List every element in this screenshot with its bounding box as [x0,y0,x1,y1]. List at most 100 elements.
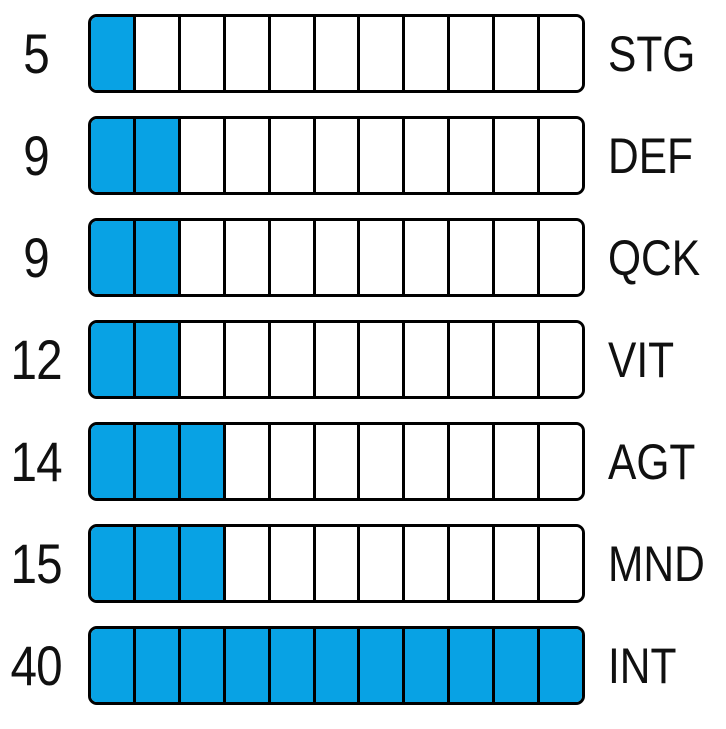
stat-segment-empty [405,119,451,192]
stat-value-text: 14 [10,429,62,493]
stat-segment-filled [91,629,136,702]
stat-segment-empty [315,425,361,498]
stat-segment-filled [91,221,136,294]
stat-segment-empty [180,17,226,90]
stat-segment-empty [495,425,541,498]
stat-segment-empty [270,17,316,90]
stat-segment-empty [495,221,541,294]
stat-row: 14 AGT [0,422,726,501]
stat-segment-filled [450,629,496,702]
stat-segment-empty [180,221,226,294]
stat-value: 12 [0,320,72,399]
stat-label: QCK [608,218,716,297]
stat-segment-empty [270,119,316,192]
stat-value-text: 9 [23,123,49,187]
stat-value-text: 15 [10,531,62,595]
stat-segment-empty [360,323,406,396]
stat-segment-filled [91,17,136,90]
stat-value-text: 12 [10,327,62,391]
stat-segment-empty [225,323,271,396]
stat-segment-empty [180,323,226,396]
stat-label-text: STG [608,25,696,82]
stat-segment-empty [360,425,406,498]
stat-segment-filled [495,629,541,702]
stat-segment-empty [360,527,406,600]
stat-segment-filled [91,527,136,600]
stat-segment-filled [540,629,582,702]
stat-row: 15 MND [0,524,726,603]
stat-segment-filled [135,221,181,294]
stat-label-text: INT [608,637,677,694]
stat-label-text: QCK [608,229,701,286]
stat-segment-empty [180,119,226,192]
stat-segment-empty [495,527,541,600]
stat-segment-empty [540,119,582,192]
stat-segment-filled [315,629,361,702]
stat-segment-empty [225,17,271,90]
stat-segment-filled [180,527,226,600]
stat-segment-empty [360,119,406,192]
stat-segment-empty [495,17,541,90]
stat-segment-filled [91,323,136,396]
stat-segment-filled [180,425,226,498]
stat-value: 15 [0,524,72,603]
stat-label: AGT [608,422,711,501]
stat-value: 9 [0,218,72,297]
stat-value-text: 9 [23,225,49,289]
stat-segment-empty [270,221,316,294]
stat-segment-empty [405,527,451,600]
stat-bar [88,116,585,195]
stat-value-text: 5 [23,21,49,85]
stat-segment-empty [225,221,271,294]
stat-segment-empty [495,323,541,396]
stat-bar [88,218,585,297]
stat-segment-empty [360,17,406,90]
stat-segment-filled [135,119,181,192]
stat-segment-empty [225,527,271,600]
stat-label: INT [608,626,689,705]
stat-label-text: MND [608,535,705,592]
stat-value: 5 [0,14,72,93]
stat-segment-filled [91,119,136,192]
stat-segment-empty [405,221,451,294]
stat-segment-filled [360,629,406,702]
stat-bar [88,422,585,501]
stat-segment-empty [315,527,361,600]
stat-segment-empty [405,17,451,90]
stat-label-text: VIT [608,331,675,388]
stat-segment-filled [135,527,181,600]
stat-segment-filled [270,629,316,702]
stat-segment-empty [405,323,451,396]
stat-label: DEF [608,116,708,195]
stat-bar [88,524,585,603]
stat-row: 9 DEF [0,116,726,195]
stat-row: 40 INT [0,626,726,705]
stat-bar [88,320,585,399]
stat-value: 9 [0,116,72,195]
stat-segment-empty [360,221,406,294]
stat-segment-empty [135,17,181,90]
stat-label: MND [608,524,722,603]
stat-segment-empty [315,17,361,90]
stat-segment-empty [495,119,541,192]
stat-label-text: AGT [608,433,696,490]
stat-segment-empty [450,221,496,294]
stat-label-text: DEF [608,127,693,184]
stat-segment-empty [450,323,496,396]
stat-value-text: 40 [10,633,62,697]
stat-segment-empty [540,221,582,294]
stat-bar [88,626,585,705]
stat-label: STG [608,14,711,93]
stat-segment-empty [450,527,496,600]
stat-bar [88,14,585,93]
stat-segment-empty [270,425,316,498]
stat-segment-empty [225,119,271,192]
stat-segment-filled [225,629,271,702]
stat-segment-empty [540,323,582,396]
stat-segment-empty [540,527,582,600]
stat-label: VIT [608,320,686,399]
stat-segment-empty [450,17,496,90]
stat-row: 9 QCK [0,218,726,297]
stat-segment-empty [270,323,316,396]
